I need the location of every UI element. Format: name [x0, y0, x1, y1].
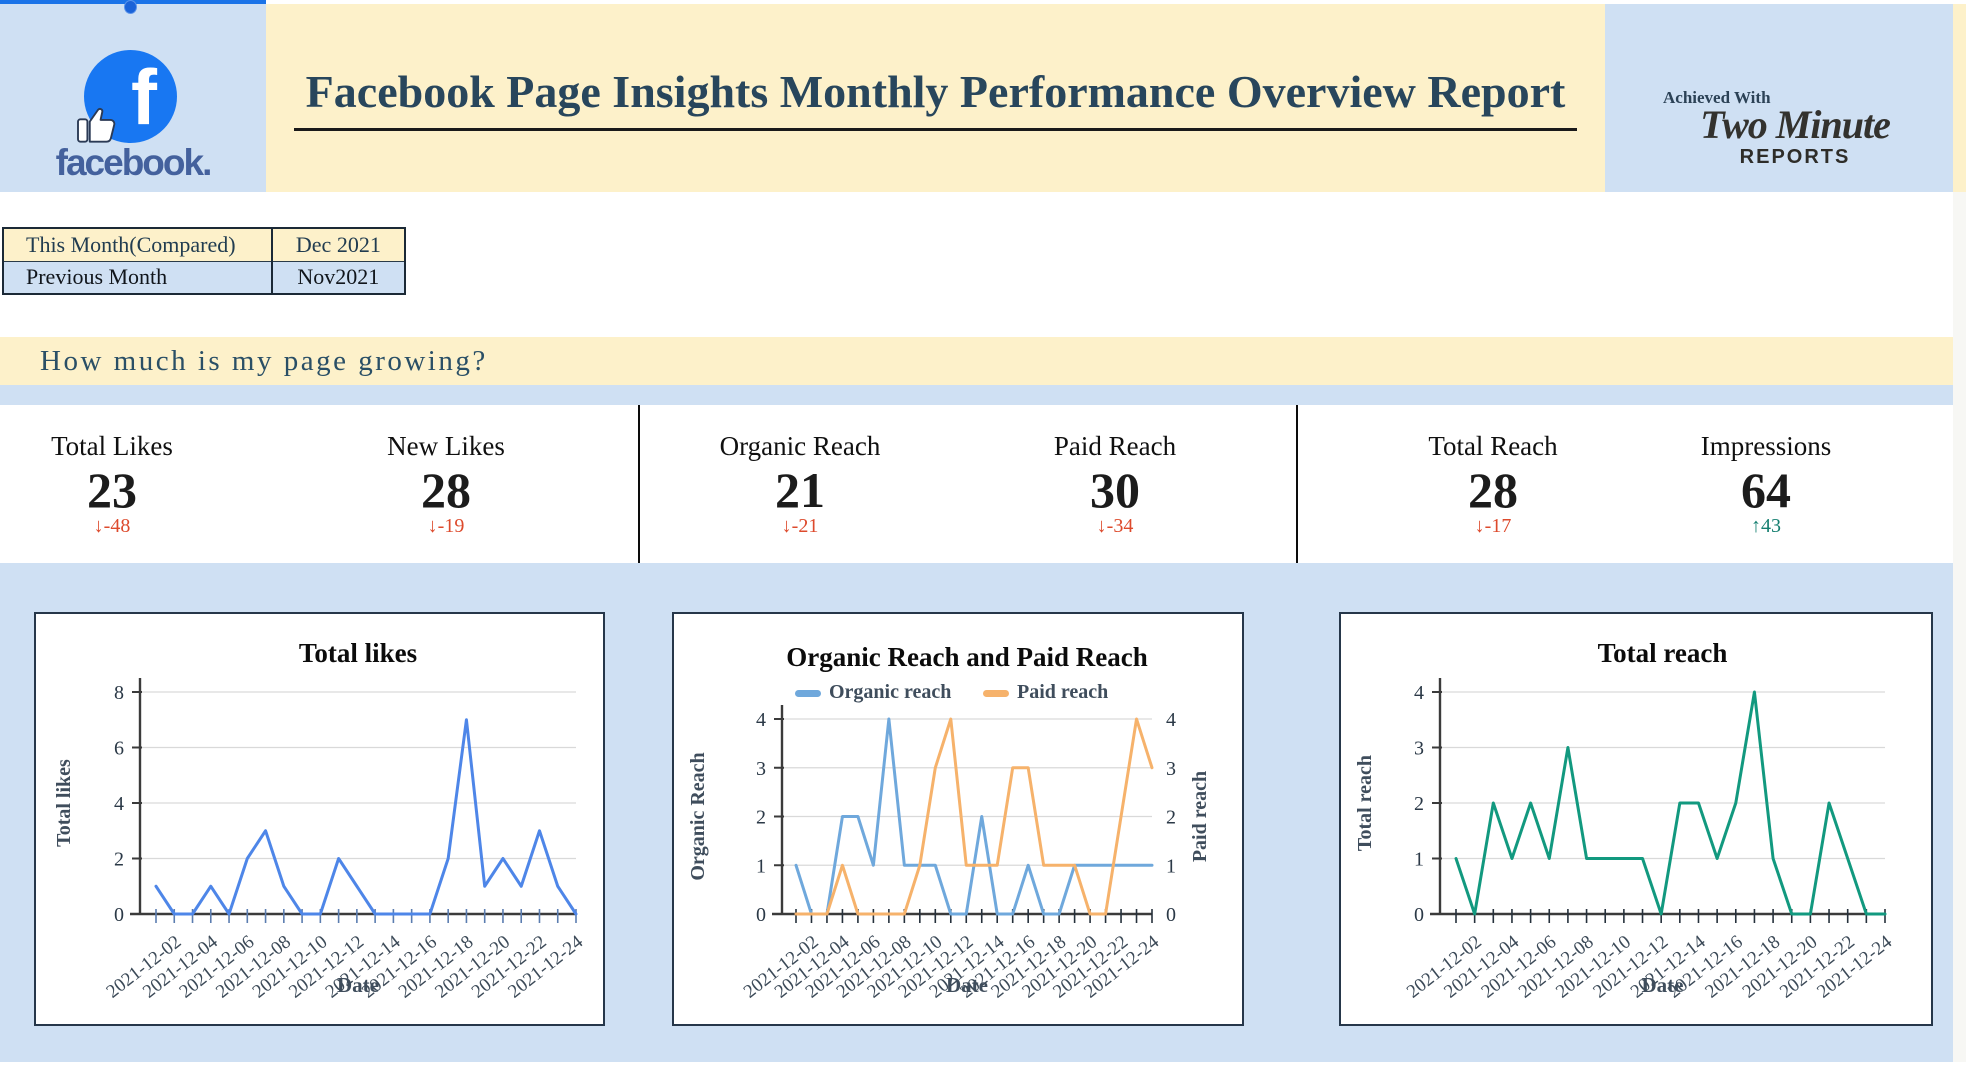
organic-paid-reach-chart: Organic Reach and Paid Reach Organic reac…: [687, 642, 1211, 1003]
series-line: [794, 717, 1154, 916]
facebook-wordmark: facebook.: [55, 142, 213, 183]
legend-label: Organic reach: [829, 681, 951, 703]
y-tick-label: 2: [756, 807, 766, 829]
kpi-label: Impressions: [1700, 431, 1832, 461]
report-header: f facebook. Facebook Page Insights Month…: [0, 4, 1966, 192]
section-header-band: How much is my page growing?: [0, 337, 1953, 385]
kpi-label: Total Likes: [51, 431, 173, 461]
header-edge-sliver: [1953, 4, 1966, 192]
y-axis-title-right: Paid reach: [1189, 771, 1211, 862]
chart-card-total-likes[interactable]: Total likes 0 2 4 6 8 2021-12-02 2021-12-04 2021…: [34, 612, 605, 1026]
y-tick-label: 3: [756, 758, 766, 780]
kpi-value: 28: [1468, 462, 1518, 518]
legend-swatch: [795, 690, 821, 697]
y-tick-label: 0: [1414, 904, 1424, 926]
kpi-delta: ↓-19: [427, 515, 465, 537]
kpi-label: Organic Reach: [719, 431, 881, 461]
divider-band: [0, 385, 1953, 405]
y-tick-label: 2: [114, 849, 124, 871]
y-tick-label: 0: [114, 904, 124, 926]
kpi-label: Total Reach: [1428, 431, 1558, 461]
x-axis-title: Date: [1642, 973, 1684, 997]
y-tick-label: 2: [1414, 793, 1424, 815]
y-axis-title: Total reach: [1354, 755, 1376, 851]
reports-wordmark: REPORTS: [1739, 146, 1851, 168]
page-title: Facebook Page Insights Monthly Performan…: [293, 65, 1578, 131]
y-axis-title: Organic Reach: [687, 752, 709, 880]
kpi-value: 28: [421, 462, 471, 518]
facebook-f-glyph: f: [131, 53, 157, 141]
table-row: Previous Month Nov2021: [3, 260, 405, 294]
kpi-divider: [1296, 405, 1298, 563]
total-likes-chart: Total likes024682021-12-022021-12-042021…: [53, 638, 587, 1003]
section-question: How much is my page growing?: [40, 344, 488, 377]
kpi-value: 21: [775, 462, 825, 518]
thumbs-up-icon: [77, 108, 116, 143]
table-row: This Month(Compared) Dec 2021: [3, 228, 405, 261]
kpi-total-reach: Total Reach 28 ↓-17: [1343, 405, 1643, 563]
previous-month-label-cell[interactable]: Previous Month: [3, 260, 272, 294]
kpi-delta: ↓-34: [1096, 515, 1134, 537]
y-tick-label-right: 3: [1166, 758, 1176, 780]
y-tick-label-right: 0: [1166, 904, 1176, 926]
y-tick-label: 4: [1414, 682, 1424, 704]
kpi-paid-reach: Paid Reach 30 ↓-34: [965, 405, 1265, 563]
series-line: [1454, 690, 1887, 916]
y-axis-title: Total likes: [53, 759, 75, 847]
kpi-impressions: Impressions 64 ↑43: [1616, 405, 1916, 563]
series-line: [154, 718, 578, 916]
kpi-new-likes: New Likes 28 ↓-19: [296, 405, 596, 563]
previous-month-value-cell[interactable]: Nov2021: [270, 260, 405, 294]
chart-title: Total reach: [1598, 638, 1728, 668]
kpi-total-likes: Total Likes 23 ↓-48: [0, 405, 262, 563]
this-month-value-cell[interactable]: Dec 2021: [270, 228, 405, 261]
two-minute-reports-box: Achieved With Two Minute REPORTS: [1605, 4, 1953, 192]
kpi-label: Paid Reach: [1053, 431, 1177, 461]
kpi-value: 23: [87, 462, 137, 518]
chart-title: Total likes: [299, 638, 417, 668]
this-month-label-cell[interactable]: This Month(Compared): [26, 231, 236, 257]
legend-label: Paid reach: [1017, 681, 1108, 703]
kpi-label: New Likes: [387, 431, 505, 461]
y-tick-label-right: 4: [1166, 709, 1176, 731]
selection-resize-handle[interactable]: [124, 0, 137, 14]
y-tick-label: 1: [756, 855, 766, 877]
x-axis-title: Date: [946, 973, 988, 997]
kpi-value: 30: [1090, 462, 1140, 518]
kpi-organic-reach: Organic Reach 21 ↓-21: [650, 405, 950, 563]
x-axis-title: Date: [337, 973, 379, 997]
title-banner: Facebook Page Insights Monthly Performan…: [266, 4, 1605, 192]
achieved-with-label: Achieved With: [1663, 88, 1771, 107]
two-minute-reports-logo: Two Minute: [1700, 102, 1891, 147]
total-reach-chart: Total reach012342021-12-022021-12-042021…: [1354, 638, 1896, 1003]
kpi-delta: ↓-48: [93, 515, 131, 537]
sheet-right-margin: [1953, 192, 1966, 1062]
legend-swatch: [983, 690, 1009, 697]
chart-card-organic-paid-reach[interactable]: Organic Reach and Paid Reach Organic reac…: [672, 612, 1244, 1026]
y-tick-label: 0: [756, 904, 766, 926]
y-tick-label: 6: [114, 738, 124, 760]
kpi-delta: ↑43: [1751, 515, 1781, 537]
y-tick-label: 8: [114, 682, 124, 704]
kpi-summary-band: Total Likes 23 ↓-48 New Likes 28 ↓-19 Or…: [0, 405, 1953, 563]
month-comparison-table: This Month(Compared) Dec 2021 Previous M…: [2, 227, 406, 295]
facebook-logo-box[interactable]: f facebook.: [0, 4, 266, 192]
kpi-divider: [638, 405, 640, 563]
charts-region: Total likes 0 2 4 6 8 2021-12-02 2021-12-04 2021…: [0, 563, 1953, 1062]
chart-card-total-reach[interactable]: Total reach 0 1 2 3 4 2021-12-02 2021-12-04 2021…: [1339, 612, 1933, 1026]
y-tick-label: 4: [114, 793, 124, 815]
chart-title: Organic Reach and Paid Reach: [786, 642, 1148, 672]
y-tick-label-right: 1: [1166, 855, 1176, 877]
y-tick-label-right: 2: [1166, 807, 1176, 829]
y-tick-label: 3: [1414, 738, 1424, 760]
y-tick-label: 1: [1414, 849, 1424, 871]
kpi-delta: ↓-21: [781, 515, 819, 537]
kpi-delta: ↓-17: [1474, 515, 1512, 537]
kpi-value: 64: [1741, 462, 1791, 518]
y-tick-label: 4: [756, 709, 766, 731]
